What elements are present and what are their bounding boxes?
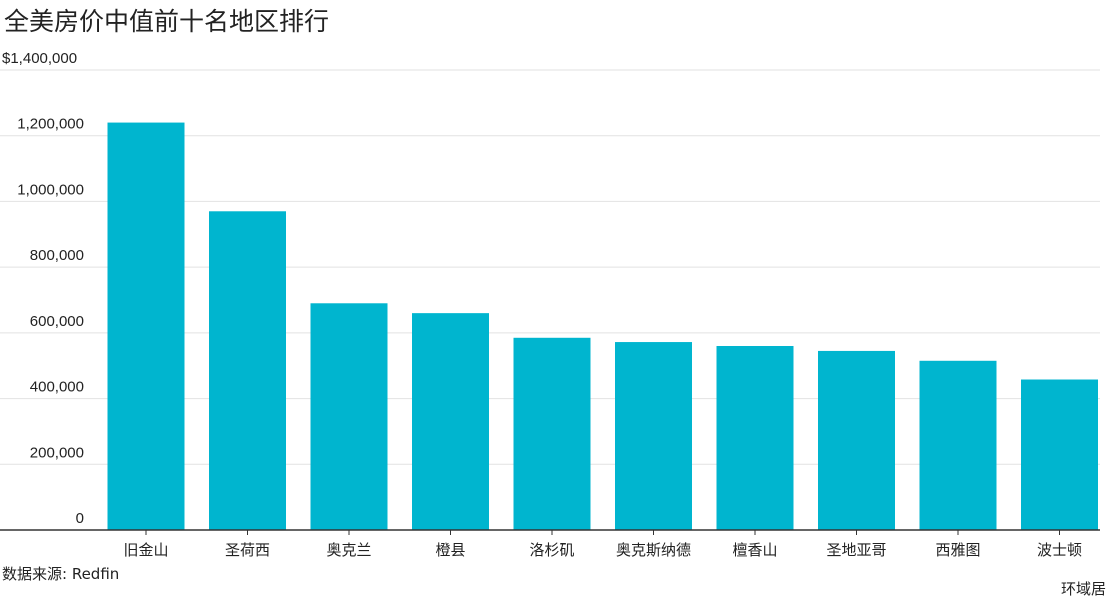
- x-tick-label: 圣荷西: [225, 541, 270, 559]
- x-tick-label: 圣地亚哥: [826, 541, 886, 559]
- x-tick-label: 波士顿: [1037, 541, 1082, 559]
- x-tick-label: 檀香山: [732, 541, 777, 559]
- y-axis-labels: 0 200,000 400,000 600,000 800,000 1,000,000 1,…: [2, 50, 84, 527]
- bar: [209, 211, 286, 531]
- x-axis-labels: 旧金山 圣荷西 奥克兰 橙县 洛杉矶 奥克斯纳德 檀香山 圣地亚哥 西雅图 波士顿: [123, 530, 1082, 559]
- bar: [310, 303, 388, 530]
- bar: [412, 313, 489, 530]
- y-tick-label: 400,000: [30, 379, 84, 396]
- bars: [107, 122, 1098, 531]
- x-tick-label: 旧金山: [123, 541, 168, 559]
- x-tick-label: 洛杉矶: [529, 541, 574, 559]
- bar: [1021, 379, 1098, 530]
- x-tick-label: 奥克兰: [326, 541, 371, 559]
- x-tick-label: 西雅图: [935, 541, 980, 559]
- y-tick-label: 1,200,000: [17, 116, 84, 133]
- x-tick-label: 橙县: [435, 541, 465, 559]
- y-tick-label: 600,000: [30, 313, 84, 330]
- bar: [107, 122, 185, 531]
- y-tick-label: 200,000: [30, 444, 84, 461]
- credit-label: 环域居: [1060, 580, 1106, 598]
- y-tick-label: $1,400,000: [2, 50, 77, 67]
- bar: [818, 350, 895, 530]
- y-tick-label: 1,000,000: [17, 181, 84, 198]
- x-tick-label: 奥克斯纳德: [616, 541, 691, 559]
- bar: [615, 342, 692, 530]
- bar: [716, 346, 794, 530]
- bar: [513, 337, 591, 530]
- chart-title: 全美房价中值前十名地区排行: [4, 7, 330, 36]
- source-note: 数据来源: Redfin: [2, 565, 120, 583]
- bar: [919, 360, 997, 530]
- y-tick-label: 0: [76, 510, 84, 527]
- y-tick-label: 800,000: [30, 247, 84, 264]
